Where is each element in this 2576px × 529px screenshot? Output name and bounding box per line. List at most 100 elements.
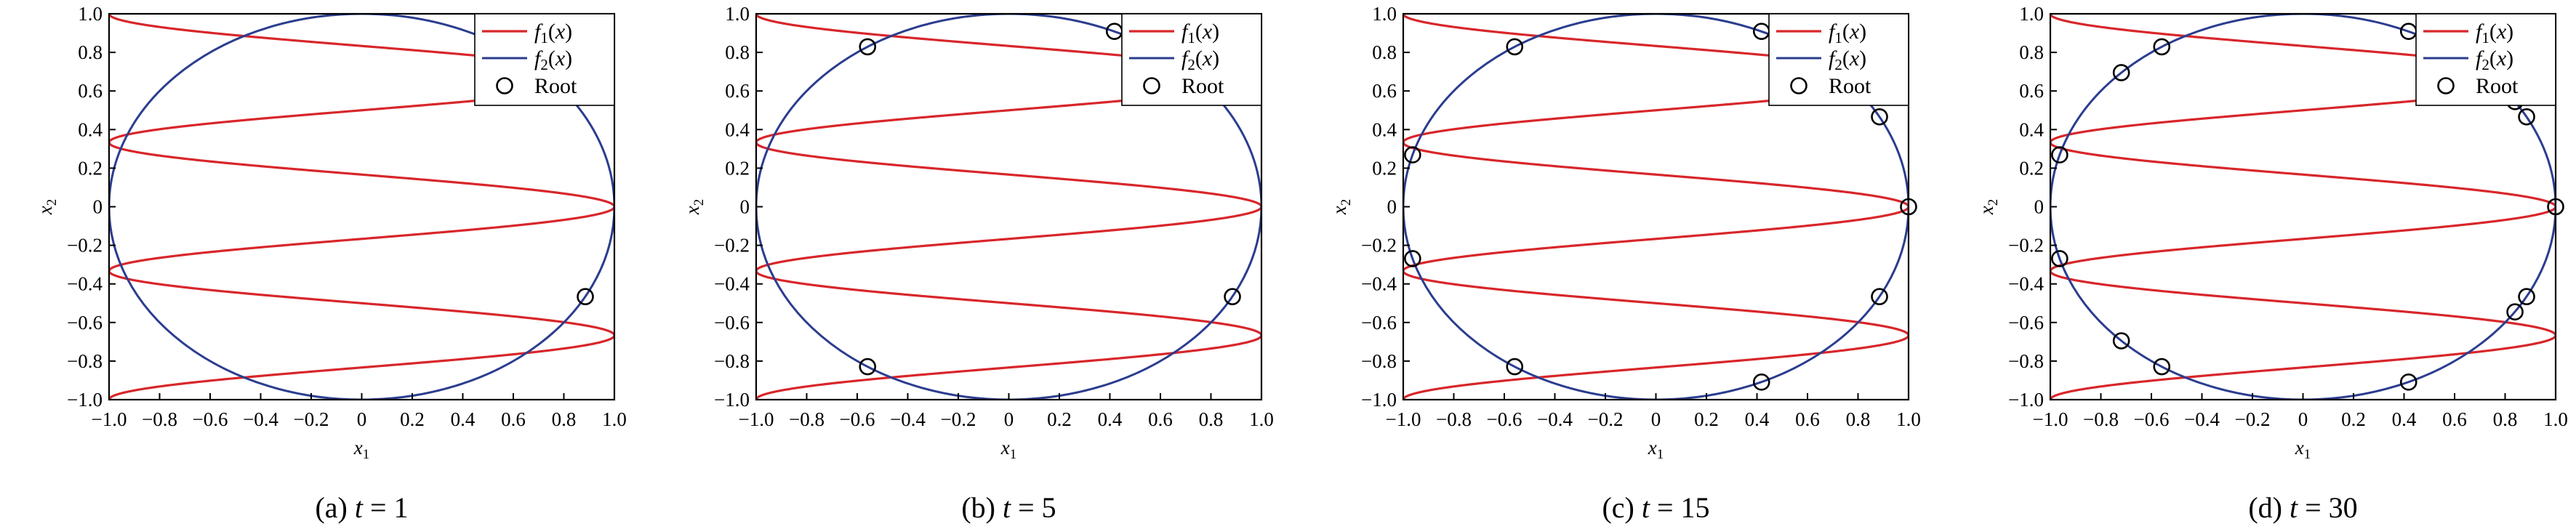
legend-label-1: f1(x): [1181, 20, 1219, 47]
y-tick-label: −0.4: [2008, 273, 2044, 295]
y-tick-label: 0.6: [725, 80, 750, 102]
y-tick-label: 1.0: [2019, 3, 2044, 25]
x-tick-label: −1.0: [92, 408, 127, 430]
y-tick-label: −0.6: [1361, 312, 1397, 334]
x-tick-label: −1.0: [1386, 408, 1421, 430]
root-marker: [2153, 38, 2171, 56]
x-tick-label: 0.8: [2493, 408, 2518, 430]
y-tick-label: 1.0: [78, 3, 103, 25]
x-tick-label: 0.6: [1795, 408, 1820, 430]
y-tick-label: 0.6: [78, 80, 103, 102]
root-marker: [2518, 108, 2535, 126]
y-tick-label: −0.8: [67, 350, 103, 372]
y-tick-label: −0.2: [1361, 235, 1397, 257]
x-tick-label: 0.8: [552, 408, 577, 430]
y-tick-label: −1.0: [67, 389, 103, 411]
y-tick-label: 0.8: [2019, 41, 2044, 63]
y-tick-label: 0.2: [2019, 157, 2044, 179]
y-tick-label: 1.0: [725, 3, 750, 25]
x-tick-label: −0.8: [1436, 408, 1472, 430]
subplot-1: −1.0 −0.8 −0.6 −0.4 −0.2 0 0.2 0.4 0.6 0.8 1.0 1.0 0…: [34, 3, 627, 524]
root-marker: [1752, 373, 1770, 391]
y-tick-label: 0.8: [78, 41, 103, 63]
y-tick-label: 0.2: [725, 157, 750, 179]
y-axis-label: x2: [1328, 199, 1354, 215]
root-marker: [2112, 332, 2130, 350]
root-marker: [2518, 288, 2535, 306]
y-axis-label: x2: [1975, 199, 2001, 215]
root-marker: [1404, 146, 1421, 163]
y-tick-label: 1.0: [1372, 3, 1397, 25]
x-tick-label: −0.8: [142, 408, 177, 430]
x-axis-label: x1: [1000, 437, 1016, 462]
legend-label-3: Root: [2476, 74, 2519, 98]
x-tick-label: 0: [2298, 408, 2308, 430]
subplot-caption: (d) t = 30: [2248, 491, 2357, 524]
x-tick-label: −0.2: [2235, 408, 2271, 430]
y-tick-label: −0.4: [1361, 273, 1397, 295]
x-tick-label: 0.6: [1148, 408, 1173, 430]
x-tick-label: 0: [1004, 408, 1014, 430]
root-marker: [1224, 288, 1241, 306]
x-tick-label: −0.4: [1537, 408, 1573, 430]
x-tick-label: 0: [1651, 408, 1661, 430]
subplot-3: −1.0 −0.8 −0.6 −0.4 −0.2 0 0.2 0.4 0.6 0.8 1.0 1.0 0…: [1328, 3, 1921, 524]
legend-label-3: Root: [534, 74, 577, 98]
root-marker: [2051, 250, 2069, 267]
y-tick-label: 0: [93, 196, 103, 218]
root-marker: [1506, 38, 1524, 56]
root-marker: [1900, 198, 1917, 216]
legend-label-2: f2(x): [534, 47, 572, 73]
y-tick-label: 0.6: [1372, 80, 1397, 102]
y-tick-label: −0.8: [2008, 350, 2044, 372]
x-tick-label: 0.6: [501, 408, 526, 430]
x-tick-label: −0.6: [2134, 408, 2170, 430]
root-marker: [2051, 146, 2069, 163]
subplot-2: −1.0 −0.8 −0.6 −0.4 −0.2 0 0.2 0.4 0.6 0.8 1.0 1.0 0…: [681, 3, 1274, 524]
root-marker: [2399, 373, 2417, 391]
y-tick-label: −0.2: [2008, 235, 2044, 257]
x-tick-label: 0.2: [1694, 408, 1719, 430]
x-tick-label: 0.8: [1199, 408, 1224, 430]
legend: f1(x)f2(x)Root: [474, 13, 615, 106]
y-tick-label: 0.4: [2019, 118, 2044, 140]
subplot-caption: (b) t = 5: [961, 491, 1056, 524]
x-tick-label: 0.4: [2392, 408, 2417, 430]
y-tick-label: 0.8: [1372, 41, 1397, 63]
y-tick-label: −0.2: [67, 235, 103, 257]
x-tick-label: 1.0: [602, 408, 627, 430]
x-axis-label: x1: [2295, 437, 2311, 462]
x-tick-label: −0.6: [840, 408, 875, 430]
subplot-caption: (a) t = 1: [315, 491, 408, 524]
x-tick-label: −1.0: [2033, 408, 2069, 430]
x-tick-label: 0.2: [1047, 408, 1072, 430]
y-tick-label: 0.4: [725, 118, 750, 140]
root-marker: [2547, 198, 2564, 216]
legend: f1(x)f2(x)Root: [1768, 13, 1909, 106]
x-tick-label: −0.4: [243, 408, 278, 430]
y-tick-label: −0.4: [714, 273, 750, 295]
legend-root-swatch: [2437, 77, 2455, 94]
y-tick-label: 0: [740, 196, 750, 218]
subplot-caption: (c) t = 15: [1602, 491, 1709, 524]
y-tick-label: −0.4: [67, 273, 103, 295]
y-tick-label: −0.8: [1361, 350, 1397, 372]
y-tick-label: −0.2: [714, 235, 750, 257]
y-tick-label: −0.6: [2008, 312, 2044, 334]
x-tick-label: −0.2: [294, 408, 329, 430]
legend-label-1: f1(x): [1829, 20, 1866, 47]
legend-label-2: f2(x): [2476, 47, 2513, 73]
x-tick-label: 0.6: [2442, 408, 2467, 430]
x-tick-label: 0.4: [1745, 408, 1770, 430]
root-marker: [1506, 358, 1524, 376]
root-marker: [2153, 358, 2171, 376]
x-tick-label: 1.0: [1249, 408, 1274, 430]
x-tick-label: 0.4: [1098, 408, 1123, 430]
x-axis-label: x1: [1648, 437, 1664, 462]
legend-label-2: f2(x): [1181, 47, 1219, 73]
x-tick-label: 1.0: [1896, 408, 1921, 430]
root-marker: [1404, 250, 1421, 267]
y-tick-label: 0.4: [78, 118, 103, 140]
y-tick-label: −0.6: [714, 312, 750, 334]
y-tick-label: 0.2: [78, 157, 103, 179]
